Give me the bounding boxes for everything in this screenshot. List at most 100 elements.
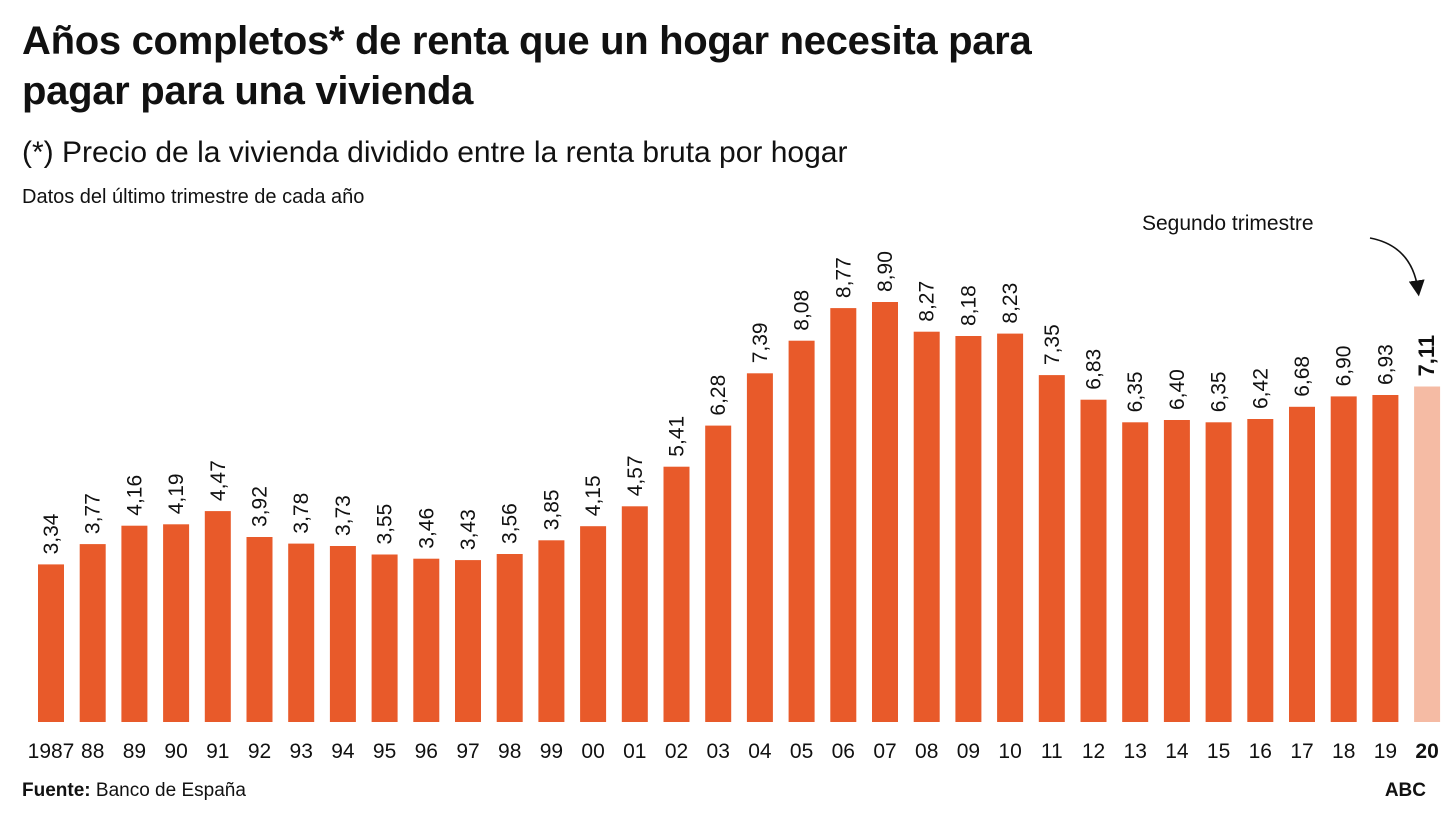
- value-label-04: 7,39: [749, 322, 772, 363]
- x-tick-08: 08: [915, 740, 938, 763]
- value-label-15: 6,35: [1208, 371, 1231, 412]
- x-tick-07: 07: [873, 740, 896, 763]
- bar-16: [1247, 419, 1274, 722]
- x-tick-91: 91: [206, 740, 229, 763]
- value-label-08: 8,27: [916, 281, 939, 322]
- value-label-89: 4,16: [123, 475, 146, 516]
- bar-92: [246, 537, 273, 722]
- bar-03: [705, 425, 732, 722]
- bar-08: [913, 331, 940, 722]
- chart-subtitle: (*) Precio de la vivienda dividido entre…: [22, 136, 848, 169]
- bar-01: [621, 506, 648, 722]
- value-label-10: 8,23: [999, 283, 1022, 324]
- x-tick-13: 13: [1124, 740, 1147, 763]
- x-tick-95: 95: [373, 740, 396, 763]
- bar-13: [1122, 422, 1149, 722]
- x-tick-97: 97: [456, 740, 479, 763]
- bars-group: [38, 302, 1441, 722]
- bar-88: [79, 544, 106, 722]
- bar-15: [1205, 422, 1232, 722]
- bar-05: [788, 340, 815, 722]
- x-tick-15: 15: [1207, 740, 1230, 763]
- bar-07: [872, 302, 898, 722]
- bar-10: [997, 333, 1024, 722]
- value-label-98: 3,56: [499, 503, 522, 544]
- x-tick-00: 00: [581, 740, 604, 763]
- bar-06: [830, 308, 857, 722]
- x-tick-11: 11: [1041, 740, 1063, 763]
- source-note: Fuente: Banco de España: [22, 779, 246, 803]
- bar-94: [329, 546, 356, 722]
- bar-02: [663, 466, 690, 722]
- value-labels-group: 3,34 3,77 4,16 4,19 4,47 3,92 3,78 3,73 3,55 3,46…: [40, 251, 1439, 554]
- bar-99: [538, 540, 565, 722]
- bar-04: [746, 373, 773, 722]
- source-text: Banco de España: [95, 780, 246, 801]
- x-tick-03: 03: [707, 740, 730, 763]
- value-label-00: 4,15: [582, 475, 605, 516]
- bar-93: [288, 543, 315, 722]
- bar-89: [121, 525, 148, 722]
- chart-note: Datos del último trimestre de cada año: [22, 186, 365, 208]
- x-tick-1987: 1987: [28, 740, 75, 763]
- bar-09: [955, 336, 982, 722]
- bar-95: [371, 554, 398, 722]
- value-label-16: 6,42: [1249, 368, 1272, 409]
- value-label-94: 3,73: [332, 495, 355, 536]
- value-label-88: 3,77: [82, 493, 105, 534]
- value-label-18: 6,90: [1333, 346, 1356, 387]
- x-tick-02: 02: [665, 740, 688, 763]
- bar-17: [1289, 406, 1315, 722]
- source-label: Fuente:: [22, 780, 91, 801]
- x-tick-99: 99: [540, 740, 563, 763]
- bar-97: [455, 560, 481, 722]
- value-label-92: 3,92: [249, 486, 272, 527]
- bar-96: [413, 558, 440, 722]
- x-tick-17: 17: [1290, 740, 1313, 763]
- x-tick-89: 89: [123, 740, 146, 763]
- value-label-14: 6,40: [1166, 369, 1189, 410]
- bar-11: [1038, 375, 1065, 722]
- x-tick-92: 92: [248, 740, 271, 763]
- x-tick-19: 19: [1374, 740, 1397, 763]
- x-tick-06: 06: [832, 740, 855, 763]
- value-label-19: 6,93: [1374, 344, 1397, 385]
- value-label-99: 3,85: [540, 489, 563, 530]
- value-label-96: 3,46: [415, 508, 438, 549]
- brand-logo: ABC: [1384, 780, 1426, 801]
- bar-00: [580, 526, 607, 722]
- value-label-17: 6,68: [1291, 356, 1314, 397]
- value-label-01: 4,57: [624, 455, 647, 496]
- x-tick-01: 01: [623, 740, 646, 763]
- value-label-11: 7,35: [1041, 324, 1064, 365]
- bar-14: [1163, 420, 1190, 722]
- value-label-90: 4,19: [165, 473, 188, 514]
- x-tick-16: 16: [1249, 740, 1272, 763]
- x-tick-93: 93: [290, 740, 313, 763]
- bar-20: [1414, 386, 1441, 722]
- x-tick-18: 18: [1332, 740, 1355, 763]
- value-label-09: 8,18: [957, 285, 980, 326]
- value-label-1987: 3,34: [40, 513, 63, 554]
- value-label-05: 8,08: [791, 290, 814, 331]
- bar-19: [1372, 395, 1399, 722]
- x-tick-20: 20: [1415, 740, 1438, 763]
- chart-title: Años completos* de renta que un hogar ne…: [22, 19, 1032, 113]
- x-tick-98: 98: [498, 740, 521, 763]
- x-tick-96: 96: [415, 740, 438, 763]
- x-tick-14: 14: [1165, 740, 1189, 763]
- x-tick-10: 10: [998, 740, 1021, 763]
- value-label-13: 6,35: [1124, 371, 1147, 412]
- value-label-91: 4,47: [207, 460, 230, 501]
- x-tick-12: 12: [1082, 740, 1105, 763]
- value-label-03: 6,28: [707, 375, 730, 416]
- x-axis-ticks: 1987 88 89 90 91 92 93 94 95 96 97 98 99 00 01 02 03 04 05…: [28, 740, 1439, 763]
- value-label-07: 8,90: [874, 251, 897, 292]
- value-label-97: 3,43: [457, 509, 480, 550]
- x-tick-05: 05: [790, 740, 813, 763]
- bar-12: [1080, 399, 1107, 722]
- bar-98: [496, 554, 523, 722]
- value-label-20: 7,11: [1414, 335, 1439, 377]
- x-tick-09: 09: [957, 740, 980, 763]
